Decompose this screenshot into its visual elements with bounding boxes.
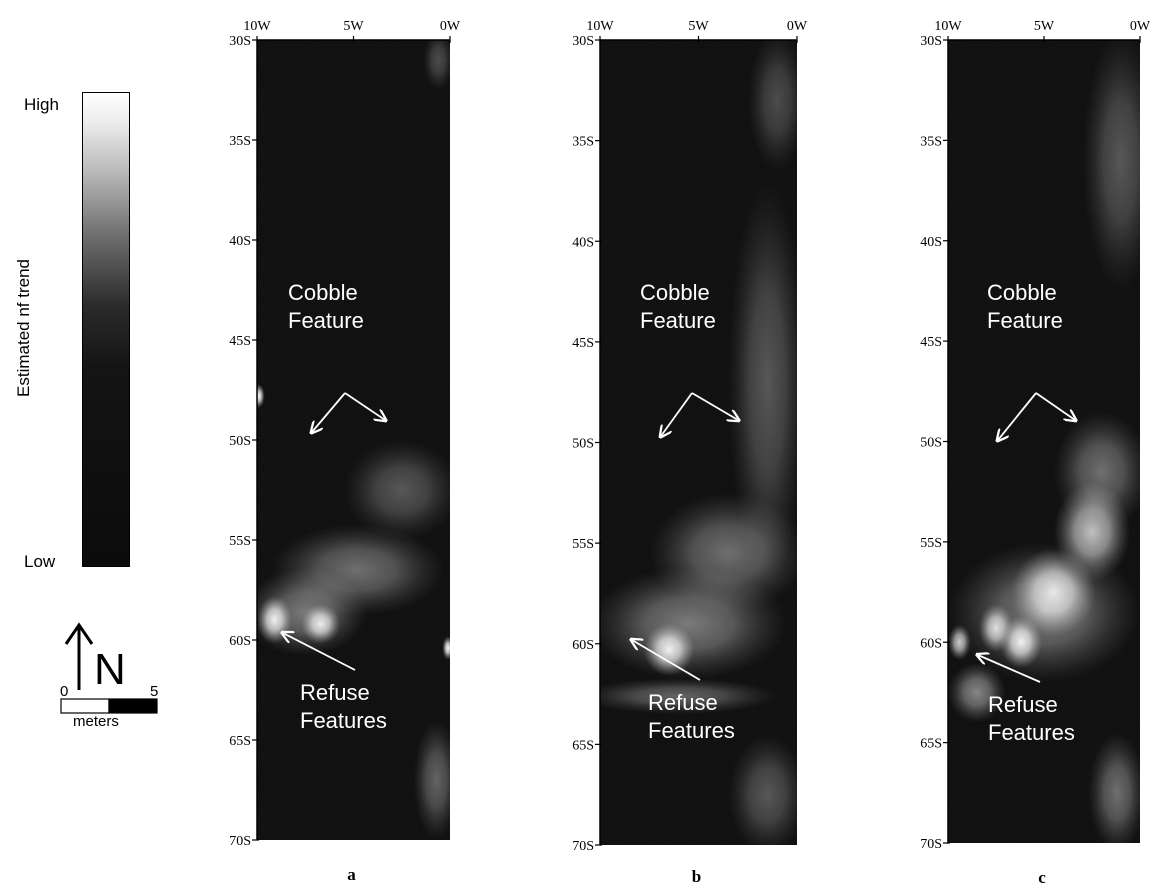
cobble-feature-label: Cobble	[640, 280, 710, 305]
x-tick-label: 10W	[243, 19, 271, 34]
refuse-arrow	[632, 640, 701, 681]
refuse-arrow	[283, 633, 356, 671]
cobble-arrow	[998, 392, 1037, 440]
refuse-features-label: Refuse	[300, 680, 370, 705]
x-tick-label: 0W	[440, 19, 461, 34]
cobble-arrow	[312, 392, 346, 432]
cobble-arrow	[344, 392, 385, 420]
cobble-feature-label: Feature	[987, 308, 1063, 333]
y-tick-label: 40S	[572, 235, 594, 250]
refuse-features-label: Refuse	[648, 690, 718, 715]
y-tick-label: 35S	[572, 135, 594, 150]
y-tick-label: 60S	[229, 634, 251, 649]
panel-letter: b	[692, 867, 701, 886]
y-tick-label: 45S	[572, 336, 594, 351]
x-tick-label: 0W	[1130, 19, 1151, 34]
cobble-feature-label: Feature	[288, 308, 364, 333]
y-tick-label: 30S	[229, 34, 251, 49]
refuse-arrow	[978, 655, 1041, 683]
cobble-arrow	[691, 392, 738, 420]
x-tick-label: 5W	[688, 19, 709, 34]
x-tick-label: 10W	[934, 19, 962, 34]
y-tick-label: 35S	[920, 134, 942, 149]
y-tick-label: 55S	[920, 536, 942, 551]
y-tick-label: 60S	[572, 638, 594, 653]
map-panel-a: 10W 5W 0W 30S 35S 40S 45S 50S 55S 60S 65S 70S Cobble…	[229, 19, 461, 884]
y-tick-label: 50S	[920, 436, 942, 451]
scale-unit-label: meters	[73, 713, 119, 728]
y-tick-label: 65S	[229, 734, 251, 749]
y-tick-label: 45S	[920, 335, 942, 350]
y-tick-label: 50S	[572, 437, 594, 452]
y-tick-label: 40S	[920, 235, 942, 250]
refuse-features-label: Refuse	[988, 692, 1058, 717]
refuse-features-label: Features	[648, 718, 735, 743]
map-panel-b: 10W 5W 0W 30S 35S 40S 45S 50S 55S 60S 65S 70S Cobble…	[572, 19, 808, 886]
x-tick-label: 5W	[1034, 19, 1055, 34]
panel-letter: a	[347, 865, 356, 884]
y-tick-label: 70S	[572, 839, 594, 854]
x-tick-label: 10W	[586, 19, 614, 34]
y-tick-label: 45S	[229, 334, 251, 349]
panel-letter: c	[1038, 868, 1046, 887]
legend-high-label: High	[24, 95, 59, 114]
y-tick-label: 55S	[229, 534, 251, 549]
y-tick-label: 30S	[572, 34, 594, 49]
y-tick-label: 30S	[920, 34, 942, 49]
y-tick-label: 55S	[572, 537, 594, 552]
trend-color-ramp	[82, 92, 130, 567]
y-tick-label: 50S	[229, 434, 251, 449]
cobble-arrow	[1035, 392, 1075, 420]
cobble-feature-label: Feature	[640, 308, 716, 333]
refuse-features-label: Features	[300, 708, 387, 733]
cobble-feature-label: Cobble	[288, 280, 358, 305]
scale-bar: 0 5 meters	[60, 683, 158, 728]
y-tick-label: 35S	[229, 134, 251, 149]
cobble-arrow	[661, 392, 693, 436]
x-tick-label: 0W	[787, 19, 808, 34]
y-tick-label: 70S	[229, 834, 251, 849]
scale-start-label: 0	[60, 683, 68, 700]
y-tick-label: 65S	[572, 738, 594, 753]
x-tick-label: 5W	[343, 19, 364, 34]
map-panel-c: 10W 5W 0W 30S 35S 40S 45S 50S 55S 60S 65S 70S Cobble…	[920, 19, 1151, 887]
scale-end-label: 5	[150, 683, 158, 700]
cobble-feature-label: Cobble	[987, 280, 1057, 305]
y-tick-label: 40S	[229, 234, 251, 249]
north-arrow-icon: N	[64, 622, 126, 692]
y-tick-label: 70S	[920, 837, 942, 852]
north-label: N	[94, 645, 126, 692]
refuse-features-label: Features	[988, 720, 1075, 745]
legend-low-label: Low	[24, 552, 56, 571]
y-tick-label: 60S	[920, 636, 942, 651]
y-tick-label: 65S	[920, 737, 942, 752]
